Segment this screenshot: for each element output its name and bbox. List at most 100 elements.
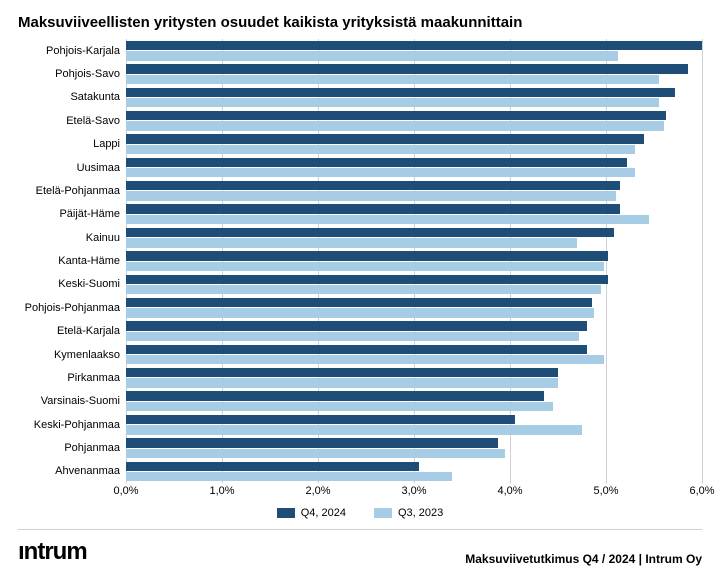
legend-label: Q3, 2023 bbox=[398, 507, 443, 519]
bar bbox=[126, 191, 616, 200]
bar bbox=[126, 438, 498, 447]
bar bbox=[126, 332, 579, 341]
chart-row: Lappi bbox=[18, 133, 702, 156]
bar bbox=[126, 88, 675, 97]
y-axis-label: Uusimaa bbox=[18, 156, 126, 179]
chart-row: Varsinais-Suomi bbox=[18, 390, 702, 413]
bars-cell bbox=[126, 413, 702, 436]
bar bbox=[126, 391, 544, 400]
bar bbox=[126, 462, 419, 471]
bar bbox=[126, 51, 618, 60]
chart-row: Keski-Pohjanmaa bbox=[18, 413, 702, 436]
bar bbox=[126, 204, 620, 213]
bar bbox=[126, 111, 666, 120]
y-axis-label: Etelä-Pohjanmaa bbox=[18, 179, 126, 202]
y-axis-label: Lappi bbox=[18, 133, 126, 156]
bar bbox=[126, 251, 608, 260]
bar bbox=[126, 415, 515, 424]
bar bbox=[126, 145, 635, 154]
bars-cell bbox=[126, 179, 702, 202]
x-axis-spacer bbox=[18, 485, 126, 501]
bars-cell bbox=[126, 343, 702, 366]
chart-row: Etelä-Karjala bbox=[18, 320, 702, 343]
bars-cell bbox=[126, 86, 702, 109]
y-axis-label: Ahvenanmaa bbox=[18, 460, 126, 483]
y-axis-label: Etelä-Savo bbox=[18, 109, 126, 132]
chart-title: Maksuviiveellisten yritysten osuudet kai… bbox=[18, 14, 702, 31]
bar bbox=[126, 368, 558, 377]
y-axis-label: Keski-Pohjanmaa bbox=[18, 413, 126, 436]
bar bbox=[126, 168, 635, 177]
chart-row: Pohjois-Pohjanmaa bbox=[18, 296, 702, 319]
grid-line bbox=[702, 39, 703, 483]
chart-row: Pirkanmaa bbox=[18, 366, 702, 389]
y-axis-label: Satakunta bbox=[18, 86, 126, 109]
chart-row: Etelä-Savo bbox=[18, 109, 702, 132]
bars-cell bbox=[126, 133, 702, 156]
bar bbox=[126, 402, 553, 411]
bars-cell bbox=[126, 226, 702, 249]
y-axis-label: Pirkanmaa bbox=[18, 366, 126, 389]
bars-cell bbox=[126, 156, 702, 179]
y-axis-label: Kainuu bbox=[18, 226, 126, 249]
chart-row: Uusimaa bbox=[18, 156, 702, 179]
bar bbox=[126, 308, 594, 317]
legend: Q4, 2024 Q3, 2023 bbox=[18, 507, 702, 519]
x-axis-ticks: 0,0%1,0%2,0%3,0%4,0%5,0%6,0% bbox=[126, 485, 702, 501]
bar bbox=[126, 64, 688, 73]
bar bbox=[126, 238, 577, 247]
bar bbox=[126, 215, 649, 224]
y-axis-label: Päijät-Häme bbox=[18, 203, 126, 226]
x-tick-label: 2,0% bbox=[305, 485, 330, 497]
bars-cell bbox=[126, 320, 702, 343]
bar bbox=[126, 158, 627, 167]
bar bbox=[126, 472, 452, 481]
y-axis-label: Kymenlaakso bbox=[18, 343, 126, 366]
y-axis-label: Keski-Suomi bbox=[18, 273, 126, 296]
logo: ıntrum bbox=[18, 538, 87, 566]
bar bbox=[126, 355, 604, 364]
bars-cell bbox=[126, 203, 702, 226]
bar bbox=[126, 98, 659, 107]
bar bbox=[126, 41, 702, 50]
legend-label: Q4, 2024 bbox=[301, 507, 346, 519]
bars-cell bbox=[126, 109, 702, 132]
chart-row: Päijät-Häme bbox=[18, 203, 702, 226]
source-text: Maksuviivetutkimus Q4 / 2024 | Intrum Oy bbox=[465, 552, 702, 566]
bars-cell bbox=[126, 460, 702, 483]
bar bbox=[126, 121, 664, 130]
chart-row: Pohjois-Savo bbox=[18, 62, 702, 85]
x-axis: 0,0%1,0%2,0%3,0%4,0%5,0%6,0% bbox=[18, 485, 702, 501]
bars-cell bbox=[126, 273, 702, 296]
x-tick-label: 5,0% bbox=[593, 485, 618, 497]
bar bbox=[126, 75, 659, 84]
bars-cell bbox=[126, 366, 702, 389]
bar bbox=[126, 228, 614, 237]
plot-area: Pohjois-KarjalaPohjois-SavoSatakuntaEtel… bbox=[18, 39, 702, 519]
y-axis-label: Varsinais-Suomi bbox=[18, 390, 126, 413]
x-tick-label: 0,0% bbox=[113, 485, 138, 497]
chart-row: Ahvenanmaa bbox=[18, 460, 702, 483]
legend-swatch bbox=[374, 508, 392, 518]
bar bbox=[126, 378, 558, 387]
bar bbox=[126, 285, 601, 294]
x-tick-label: 1,0% bbox=[209, 485, 234, 497]
y-axis-label: Kanta-Häme bbox=[18, 249, 126, 272]
footer: ıntrum Maksuviivetutkimus Q4 / 2024 | In… bbox=[18, 529, 702, 566]
chart-row: Kymenlaakso bbox=[18, 343, 702, 366]
legend-item: Q3, 2023 bbox=[374, 507, 443, 519]
bars-cell bbox=[126, 39, 702, 62]
bar bbox=[126, 181, 620, 190]
y-axis-label: Pohjois-Savo bbox=[18, 62, 126, 85]
bar bbox=[126, 449, 505, 458]
bars-cell bbox=[126, 296, 702, 319]
y-axis-label: Pohjois-Karjala bbox=[18, 39, 126, 62]
y-axis-label: Etelä-Karjala bbox=[18, 320, 126, 343]
chart-row: Etelä-Pohjanmaa bbox=[18, 179, 702, 202]
bar bbox=[126, 321, 587, 330]
chart-row: Kanta-Häme bbox=[18, 249, 702, 272]
bars-cell bbox=[126, 62, 702, 85]
x-tick-label: 3,0% bbox=[401, 485, 426, 497]
y-axis-label: Pohjois-Pohjanmaa bbox=[18, 296, 126, 319]
bar bbox=[126, 425, 582, 434]
